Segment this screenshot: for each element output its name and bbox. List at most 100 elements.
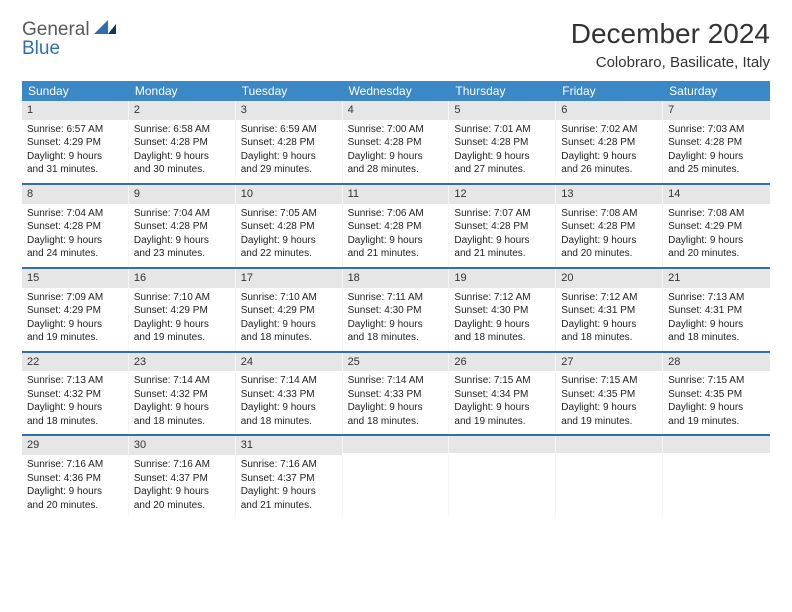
- cell-sunset: Sunset: 4:28 PM: [27, 220, 123, 234]
- cell-body: Sunrise: 7:03 AMSunset: 4:28 PMDaylight:…: [663, 123, 770, 177]
- calendar-cell: 22Sunrise: 7:13 AMSunset: 4:32 PMDayligh…: [22, 353, 129, 435]
- cell-sunset: Sunset: 4:30 PM: [454, 304, 550, 318]
- cell-sunrise: Sunrise: 7:05 AM: [241, 207, 337, 221]
- cell-day1: Daylight: 9 hours: [27, 401, 123, 415]
- calendar-cell: 24Sunrise: 7:14 AMSunset: 4:33 PMDayligh…: [236, 353, 343, 435]
- cell-day2: and 26 minutes.: [561, 163, 657, 177]
- cell-sunset: Sunset: 4:31 PM: [561, 304, 657, 318]
- cell-day1: Daylight: 9 hours: [668, 318, 765, 332]
- cell-sunset: Sunset: 4:29 PM: [27, 136, 123, 150]
- day-number: 11: [343, 185, 449, 204]
- cell-sunset: Sunset: 4:28 PM: [241, 220, 337, 234]
- week-row: 1Sunrise: 6:57 AMSunset: 4:29 PMDaylight…: [22, 101, 770, 185]
- day-header: Wednesday: [343, 81, 450, 101]
- cell-body: Sunrise: 7:16 AMSunset: 4:36 PMDaylight:…: [22, 458, 128, 512]
- cell-day1: Daylight: 9 hours: [561, 401, 657, 415]
- cell-body: Sunrise: 7:16 AMSunset: 4:37 PMDaylight:…: [236, 458, 342, 512]
- calendar-cell: 29 Sunrise: 7:16 AMSunset: 4:36 PMDayligh…: [22, 436, 129, 518]
- day-number: 29: [22, 436, 128, 455]
- cell-sunset: Sunset: 4:29 PM: [668, 220, 765, 234]
- calendar-cell: 10Sunrise: 7:05 AMSunset: 4:28 PMDayligh…: [236, 185, 343, 267]
- cell-day2: and 18 minutes.: [561, 331, 657, 345]
- cell-day1: Daylight: 9 hours: [241, 485, 337, 499]
- cell-body: Sunrise: 7:13 AMSunset: 4:32 PMDaylight:…: [22, 374, 128, 428]
- calendar-cell: 12Sunrise: 7:07 AMSunset: 4:28 PMDayligh…: [449, 185, 556, 267]
- cell-body: Sunrise: 7:11 AMSunset: 4:30 PMDaylight:…: [343, 291, 449, 345]
- cell-day1: Daylight: 9 hours: [561, 318, 657, 332]
- day-number: 20: [556, 269, 662, 288]
- calendar-cell: 19 Sunrise: 7:12 AMSunset: 4:30 PMDayligh…: [449, 269, 556, 351]
- cell-day2: and 19 minutes.: [27, 331, 123, 345]
- cell-day2: and 25 minutes.: [668, 163, 765, 177]
- cell-day1: Daylight: 9 hours: [134, 318, 230, 332]
- cell-day2: and 29 minutes.: [241, 163, 337, 177]
- logo: General Blue: [22, 20, 116, 58]
- cell-day2: and 19 minutes.: [668, 415, 765, 429]
- day-header: Sunday: [22, 81, 129, 101]
- calendar-cell: 6Sunrise: 7:02 AMSunset: 4:28 PMDaylight…: [556, 101, 663, 183]
- day-number: 15: [22, 269, 128, 288]
- week-row: 29 Sunrise: 7:16 AMSunset: 4:36 PMDayligh…: [22, 436, 770, 518]
- cell-sunset: Sunset: 4:35 PM: [561, 388, 657, 402]
- cell-sunset: Sunset: 4:28 PM: [241, 136, 337, 150]
- day-number: 2: [129, 101, 235, 120]
- cell-sunrise: Sunrise: 7:04 AM: [134, 207, 230, 221]
- cell-sunrise: Sunrise: 7:14 AM: [134, 374, 230, 388]
- day-number: 14: [663, 185, 770, 204]
- cell-body: Sunrise: 7:12 AMSunset: 4:30 PMDaylight:…: [449, 291, 555, 345]
- cell-sunrise: Sunrise: 7:02 AM: [561, 123, 657, 137]
- cell-sunrise: Sunrise: 7:11 AM: [348, 291, 444, 305]
- cell-sunset: Sunset: 4:28 PM: [454, 220, 550, 234]
- day-number: 28: [663, 353, 770, 372]
- cell-sunrise: Sunrise: 6:58 AM: [134, 123, 230, 137]
- cell-sunrise: Sunrise: 7:10 AM: [134, 291, 230, 305]
- calendar-cell: 13Sunrise: 7:08 AMSunset: 4:28 PMDayligh…: [556, 185, 663, 267]
- cell-sunset: Sunset: 4:28 PM: [134, 136, 230, 150]
- cell-sunset: Sunset: 4:28 PM: [561, 136, 657, 150]
- cell-day1: Daylight: 9 hours: [348, 150, 444, 164]
- calendar-cell: 25Sunrise: 7:14 AMSunset: 4:33 PMDayligh…: [343, 353, 450, 435]
- day-number: [343, 436, 449, 453]
- day-number: [663, 436, 770, 453]
- weeks-container: 1Sunrise: 6:57 AMSunset: 4:29 PMDaylight…: [22, 101, 770, 518]
- day-number: 19: [449, 269, 555, 288]
- cell-day2: and 19 minutes.: [561, 415, 657, 429]
- cell-sunrise: Sunrise: 7:12 AM: [454, 291, 550, 305]
- cell-day1: Daylight: 9 hours: [348, 234, 444, 248]
- cell-sunrise: Sunrise: 7:14 AM: [241, 374, 337, 388]
- cell-sunset: Sunset: 4:31 PM: [668, 304, 765, 318]
- month-title: December 2024: [571, 18, 770, 50]
- cell-sunrise: Sunrise: 6:57 AM: [27, 123, 123, 137]
- day-number: 21: [663, 269, 770, 288]
- calendar-cell: 3Sunrise: 6:59 AMSunset: 4:28 PMDaylight…: [236, 101, 343, 183]
- day-number: 12: [449, 185, 555, 204]
- calendar-cell: 20 Sunrise: 7:12 AMSunset: 4:31 PMDayligh…: [556, 269, 663, 351]
- cell-day1: Daylight: 9 hours: [348, 401, 444, 415]
- cell-day1: Daylight: 9 hours: [27, 150, 123, 164]
- cell-day2: and 19 minutes.: [134, 331, 230, 345]
- cell-body: Sunrise: 7:12 AMSunset: 4:31 PMDaylight:…: [556, 291, 662, 345]
- calendar-cell: 21Sunrise: 7:13 AMSunset: 4:31 PMDayligh…: [663, 269, 770, 351]
- cell-sunset: Sunset: 4:29 PM: [241, 304, 337, 318]
- cell-body: Sunrise: 7:15 AMSunset: 4:35 PMDaylight:…: [663, 374, 770, 428]
- cell-sunrise: Sunrise: 7:16 AM: [27, 458, 123, 472]
- cell-sunset: Sunset: 4:28 PM: [454, 136, 550, 150]
- cell-sunset: Sunset: 4:32 PM: [27, 388, 123, 402]
- logo-text-bottom: Blue: [22, 39, 116, 58]
- calendar-cell: 4Sunrise: 7:00 AMSunset: 4:28 PMDaylight…: [343, 101, 450, 183]
- cell-body: Sunrise: 7:10 AMSunset: 4:29 PMDaylight:…: [129, 291, 235, 345]
- header: General Blue December 2024 Colobraro, Ba…: [22, 18, 770, 71]
- cell-body: Sunrise: 7:14 AMSunset: 4:32 PMDaylight:…: [129, 374, 235, 428]
- day-header: Friday: [556, 81, 663, 101]
- cell-sunset: Sunset: 4:37 PM: [241, 472, 337, 486]
- calendar-cell: [556, 436, 663, 518]
- cell-day1: Daylight: 9 hours: [668, 234, 765, 248]
- cell-day2: and 20 minutes.: [134, 499, 230, 513]
- day-number: 9: [129, 185, 235, 204]
- day-number: 23: [129, 353, 235, 372]
- cell-sunrise: Sunrise: 7:03 AM: [668, 123, 765, 137]
- cell-sunrise: Sunrise: 7:04 AM: [27, 207, 123, 221]
- cell-day2: and 18 minutes.: [134, 415, 230, 429]
- cell-sunrise: Sunrise: 7:10 AM: [241, 291, 337, 305]
- cell-day2: and 18 minutes.: [348, 331, 444, 345]
